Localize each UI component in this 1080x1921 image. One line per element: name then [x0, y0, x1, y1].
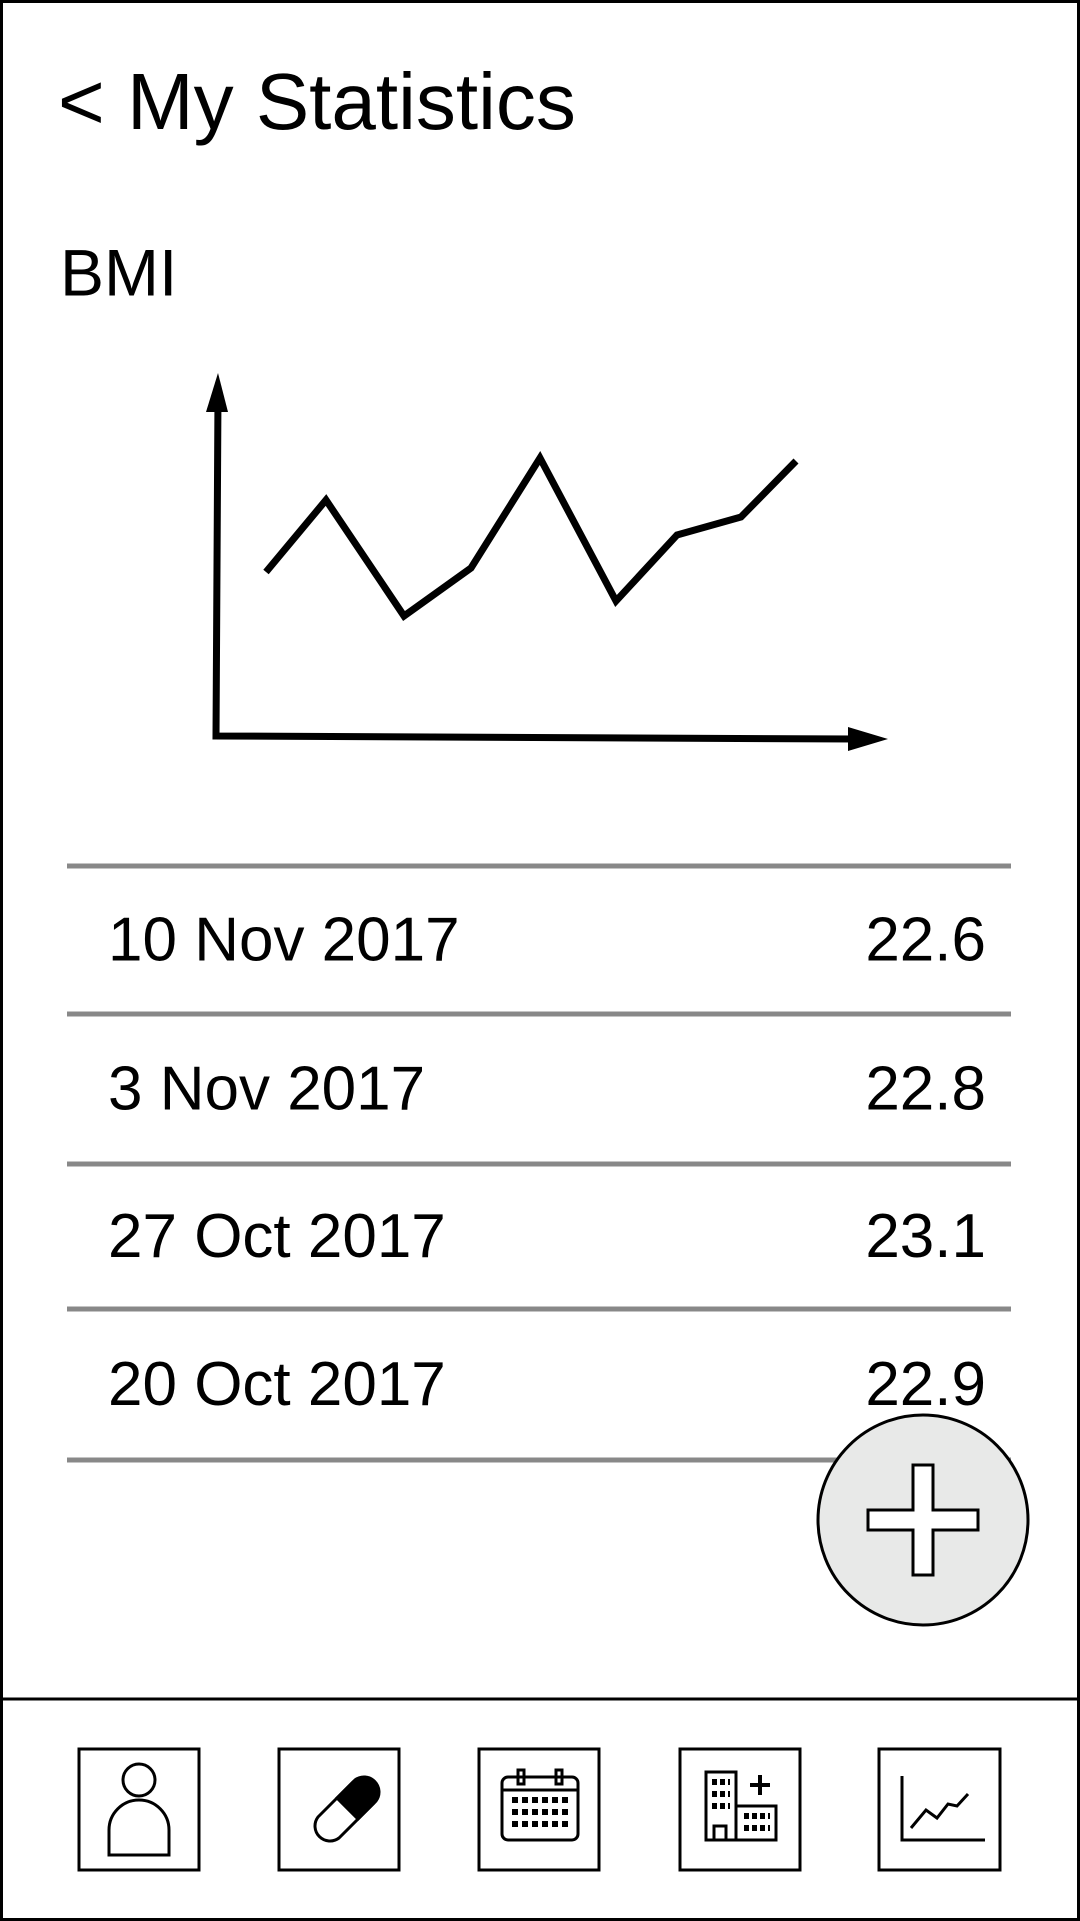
row-value: 22.8: [865, 1054, 986, 1123]
chart-sketch: [212, 394, 856, 743]
nav-medication[interactable]: [277, 1747, 401, 1872]
row-value: 22.6: [865, 905, 986, 974]
row-date: 27 Oct 2017: [108, 1202, 446, 1271]
arrow-head: [848, 727, 888, 751]
row-date: 20 Oct 2017: [108, 1350, 446, 1419]
row-date: 3 Nov 2017: [108, 1054, 425, 1123]
row-value: 23.1: [865, 1202, 986, 1271]
add-button[interactable]: [816, 1413, 1030, 1627]
nav-hospital[interactable]: [678, 1747, 802, 1872]
nav-profile[interactable]: [77, 1747, 201, 1872]
nav-calendar[interactable]: [477, 1747, 601, 1872]
row-date: 10 Nov 2017: [108, 905, 460, 974]
row-value: 22.9: [865, 1350, 986, 1419]
arrow-head: [206, 373, 228, 412]
back-title[interactable]: < My Statistics: [58, 57, 576, 146]
nav-statistics[interactable]: [877, 1747, 1002, 1872]
section-title: BMI: [60, 235, 177, 309]
